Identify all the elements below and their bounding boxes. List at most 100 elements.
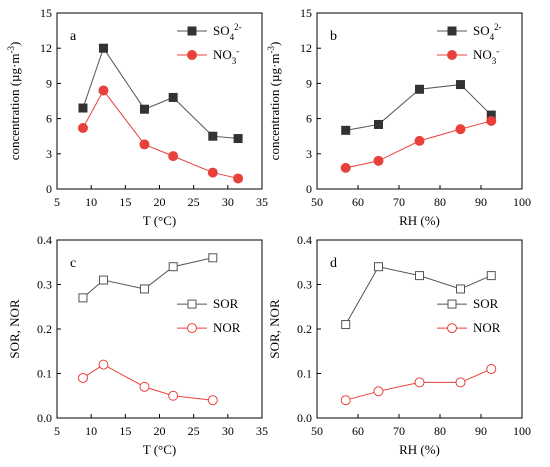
x-tick-label: 80 [434, 195, 446, 209]
chart-panel-c: 5 10 15 20 25 30 35 0.0 0.1 0.2 0.3 0.4 T (°C) SOR, N… [7, 233, 268, 457]
y-tick-label: 0.1 [297, 367, 312, 381]
data-point [168, 262, 178, 272]
y-tick-label: 0.1 [37, 367, 52, 381]
data-point [98, 275, 108, 285]
panel-label: b [330, 29, 337, 44]
y-tick-label: 3 [46, 147, 52, 161]
data-point [341, 320, 351, 330]
data-point [456, 284, 465, 294]
x-tick-label: 5 [54, 195, 60, 209]
legend-marker [187, 26, 197, 36]
x-tick-label: 70 [393, 195, 405, 209]
data-point [456, 80, 465, 90]
data-point [414, 377, 425, 388]
y-tick-label: 0.4 [297, 233, 312, 247]
x-tick-label: 30 [222, 424, 234, 438]
data-point [77, 372, 88, 383]
data-point [373, 386, 384, 397]
chart-panel-b: 50 60 70 80 90 100 0 3 6 9 12 15 RH (%) concentration… [266, 6, 531, 228]
legend-label: SOR [473, 296, 499, 311]
data-point [415, 271, 424, 281]
x-axis-label: T (°C) [143, 213, 176, 228]
chart-panel-a: 5 10 15 20 25 30 35 0 3 6 9 12 15 T (°C) concentration… [6, 6, 268, 228]
x-tick-label: 5 [54, 424, 60, 438]
legend-label: SO42- [213, 22, 242, 42]
x-tick-label: 90 [475, 195, 487, 209]
x-tick-label: 15 [119, 195, 131, 209]
y-axis-label: concentration (µg·m-3) [266, 42, 282, 161]
data-point [168, 151, 179, 162]
x-tick-label: 30 [222, 195, 234, 209]
x-tick-label: 100 [513, 424, 531, 438]
data-point [139, 139, 150, 150]
x-axis-label: T (°C) [143, 442, 176, 457]
data-point [208, 253, 218, 263]
data-point [455, 377, 466, 388]
panel-label: c [70, 256, 76, 271]
data-point [139, 104, 149, 114]
y-tick-label: 15 [40, 6, 52, 20]
y-tick-label: 12 [40, 41, 52, 55]
y-axis-label: SOR, NOR [7, 299, 22, 359]
data-point [486, 271, 496, 281]
y-tick-label: 0 [46, 182, 52, 196]
x-tick-label: 10 [85, 424, 97, 438]
data-point [233, 173, 244, 184]
legend-marker [187, 299, 197, 309]
legend-label: SO42- [473, 22, 502, 42]
x-axis-label: RH (%) [399, 213, 440, 228]
x-tick-label: 10 [85, 195, 97, 209]
legend-marker [187, 323, 197, 334]
legend-marker [187, 50, 197, 60]
data-point [340, 162, 351, 173]
y-tick-label: 0.3 [297, 278, 312, 292]
y-tick-label: 0 [306, 182, 312, 196]
legend-marker [447, 299, 457, 309]
legend-label: NO3- [473, 46, 499, 66]
y-tick-label: 6 [46, 112, 52, 126]
panel-label: d [330, 256, 337, 271]
y-tick-label: 6 [306, 112, 312, 126]
y-tick-label: 0.0 [297, 411, 312, 425]
x-tick-label: 60 [352, 195, 364, 209]
chart-panel-d: 50 60 70 80 90 100 0.0 0.1 0.2 0.3 0.4 RH (%) SOR, N… [267, 233, 531, 457]
series-line [82, 364, 213, 401]
data-point [98, 43, 108, 53]
data-point [340, 395, 351, 406]
x-tick-label: 50 [311, 424, 323, 438]
data-point [78, 103, 88, 113]
data-point [374, 262, 383, 272]
data-point [139, 381, 150, 392]
x-tick-label: 25 [188, 195, 200, 209]
legend-label: NO3- [213, 46, 239, 66]
y-tick-label: 3 [306, 147, 312, 161]
data-point [341, 125, 351, 135]
data-point [233, 134, 243, 144]
y-tick-label: 0.3 [37, 278, 52, 292]
x-tick-label: 50 [311, 195, 323, 209]
y-axis-label: SOR, NOR [267, 299, 282, 359]
data-point [168, 390, 179, 401]
data-point [77, 122, 88, 133]
legend-marker [447, 323, 457, 334]
data-point [455, 124, 466, 135]
data-point [98, 85, 109, 96]
y-tick-label: 0.0 [37, 411, 52, 425]
data-point [139, 284, 149, 294]
legend-marker [447, 50, 457, 60]
y-tick-label: 0.2 [37, 322, 52, 336]
data-point [486, 364, 497, 375]
data-point [208, 131, 218, 141]
data-point [415, 84, 424, 94]
data-point [168, 92, 178, 102]
x-tick-label: 100 [513, 195, 531, 209]
x-tick-label: 20 [154, 195, 166, 209]
x-tick-label: 35 [256, 424, 268, 438]
plot-frame [316, 12, 523, 190]
data-point [207, 167, 218, 178]
y-axis-label: concentration (µg·m-3) [6, 42, 22, 161]
x-tick-label: 90 [475, 424, 487, 438]
data-point [207, 395, 218, 406]
data-point [373, 155, 384, 166]
legend-marker [447, 26, 457, 36]
